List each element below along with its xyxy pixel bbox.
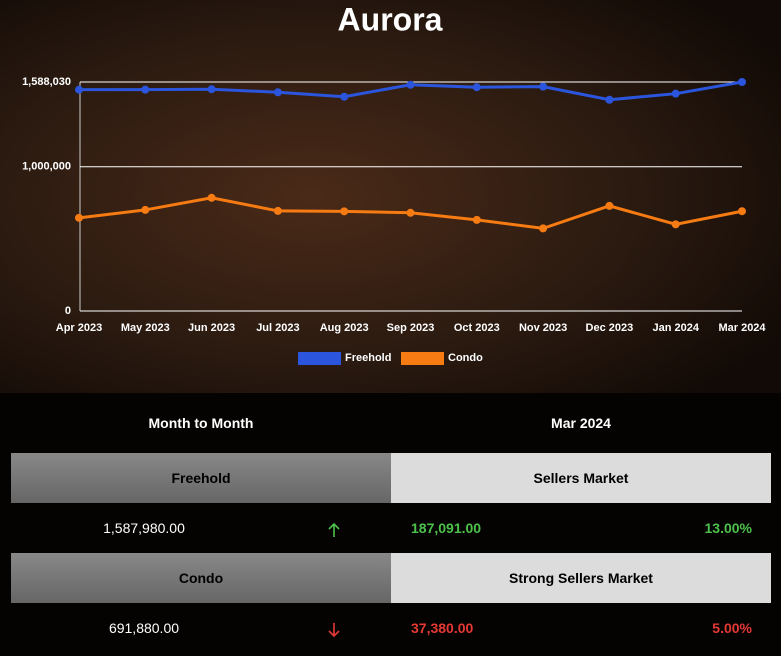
table-row: Freehold Sellers Market	[11, 453, 771, 503]
data-point	[273, 206, 282, 215]
header-cell: Mar 2024	[551, 415, 611, 431]
data-point	[671, 89, 680, 98]
legend-item: Freehold	[298, 352, 391, 365]
x-tick-label: Jun 2023	[188, 322, 235, 334]
type-cell: Freehold	[11, 453, 391, 503]
price-cell: 1,587,980.00	[103, 520, 185, 536]
chart-title: Aurora	[338, 1, 443, 37]
x-tick-label: Nov 2023	[519, 322, 567, 334]
data-point	[406, 208, 415, 217]
y-tick-label: 1,588,030	[22, 76, 71, 88]
x-tick-label: Oct 2023	[454, 322, 500, 334]
x-tick-label: Aug 2023	[320, 322, 369, 334]
price-cell: 691,880.00	[108, 620, 180, 636]
change-cell: 187,091.00	[411, 520, 482, 536]
table-background	[0, 393, 781, 656]
data-point	[671, 220, 680, 229]
table-row: 1,587,980.00 187,091.00 13.00%	[11, 503, 771, 553]
data-point	[141, 205, 150, 214]
market-cell: Strong Sellers Market	[391, 553, 771, 603]
data-point	[605, 201, 614, 210]
y-tick-label: 1,000,000	[22, 161, 71, 173]
data-point	[207, 193, 216, 202]
change-cell: 37,380.00	[411, 620, 474, 636]
table-row: 691,880.00 37,380.00 5.00%	[11, 603, 771, 653]
data-point	[539, 224, 548, 233]
x-tick-label: Jan 2024	[652, 322, 699, 334]
data-point	[273, 88, 282, 97]
legend-swatch	[298, 352, 341, 365]
data-point	[340, 207, 349, 216]
data-point	[75, 213, 83, 222]
x-tick-label: Dec 2023	[586, 322, 634, 334]
data-point	[406, 80, 415, 89]
percent-cell: 5.00%	[712, 620, 752, 636]
y-tick-label: 0	[65, 305, 71, 317]
x-tick-label: May 2023	[121, 322, 170, 334]
data-point	[472, 215, 481, 224]
legend-label: Condo	[448, 352, 483, 364]
header-cell: Month to Month	[148, 415, 254, 431]
x-tick-label: Mar 2024	[718, 322, 766, 334]
background	[0, 0, 781, 393]
x-tick-label: Sep 2023	[387, 322, 435, 334]
data-point	[738, 78, 746, 87]
x-tick-label: Apr 2023	[56, 322, 102, 334]
legend-item: Condo	[401, 352, 483, 365]
data-point	[141, 85, 150, 94]
legend-label: Freehold	[345, 352, 391, 364]
trend-icon	[327, 604, 343, 654]
data-point	[605, 95, 614, 104]
percent-cell: 13.00%	[704, 520, 752, 536]
legend-swatch	[401, 352, 444, 365]
market-cell: Sellers Market	[391, 453, 771, 503]
data-point	[539, 82, 548, 91]
trend-icon	[327, 504, 343, 554]
x-tick-label: Jul 2023	[256, 322, 299, 334]
type-cell: Condo	[11, 553, 391, 603]
data-point	[340, 92, 349, 101]
data-point	[207, 85, 216, 94]
data-point	[738, 207, 746, 216]
arrow-down	[328, 623, 340, 638]
table-row: Condo Strong Sellers Market	[11, 553, 771, 603]
table-header: Month to Month Mar 2024	[11, 393, 771, 453]
data-point	[472, 83, 481, 92]
arrow-up	[328, 523, 340, 538]
data-point	[75, 85, 83, 94]
